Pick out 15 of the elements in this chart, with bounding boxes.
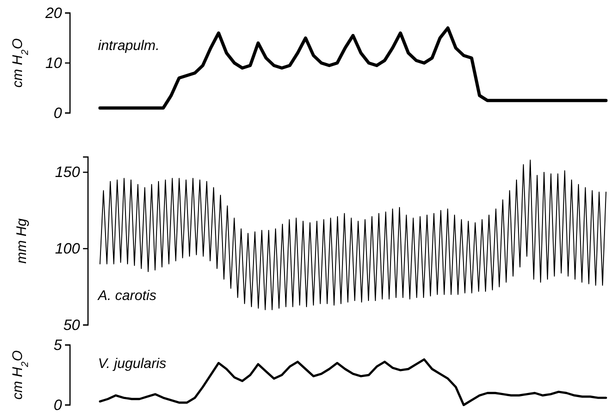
y-tick-label: 0 bbox=[54, 396, 63, 414]
y-tick-label: 10 bbox=[45, 54, 63, 72]
y-tick-label: 20 bbox=[44, 4, 63, 22]
y-tick-label: 0 bbox=[54, 104, 63, 122]
line-series bbox=[98, 26, 608, 110]
y-tick-label: 100 bbox=[54, 240, 81, 258]
y-tick-label: 5 bbox=[54, 336, 63, 354]
annotation: A. carotis bbox=[97, 287, 156, 303]
y-tick-label: 150 bbox=[54, 164, 81, 182]
y-tick-label: 50 bbox=[63, 316, 81, 334]
annotation: V. jugularis bbox=[98, 355, 166, 371]
y-axis-title: mm Hg bbox=[13, 218, 29, 264]
annotation: intrapulm. bbox=[98, 37, 160, 53]
line-series bbox=[100, 160, 606, 310]
line-series bbox=[98, 358, 608, 406]
